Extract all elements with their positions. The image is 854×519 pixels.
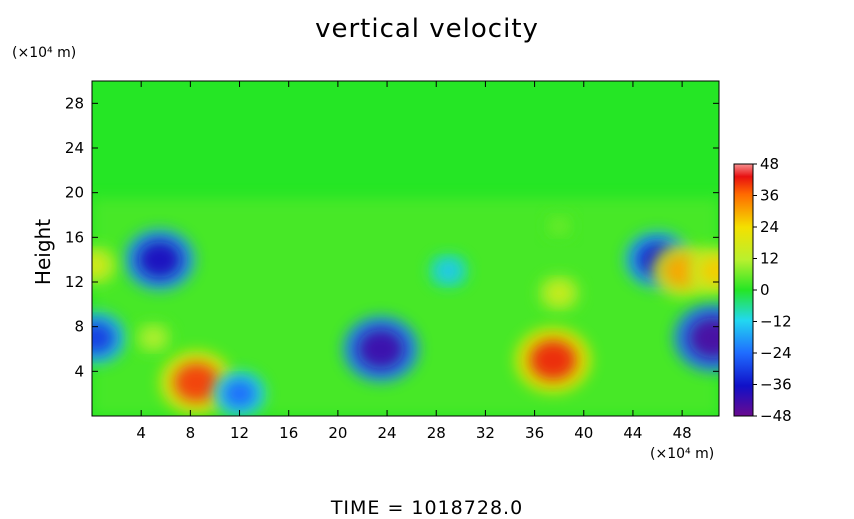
time-readout: TIME = 1018728.0 [330,497,524,519]
field-extremum-14 [436,260,461,282]
field-extremum-6 [223,379,256,408]
y-tick-label: 8 [74,318,84,336]
field-extremum-3 [688,317,719,359]
colorbar-tick-label: 48 [760,155,779,173]
plot-frame [91,80,720,417]
x-tick-label: 32 [476,424,495,442]
colorbar-tick-label: −12 [760,313,792,331]
field-extremum-7 [92,321,115,354]
colorbar [733,163,754,417]
field-extremum-2 [357,329,405,369]
field-extremum-13 [549,218,569,235]
chart-title: vertical velocity [315,14,539,44]
colorbar-tick-label: −36 [760,376,792,394]
colorbar-tick-label: −48 [760,407,792,425]
x-tick-label: 48 [673,424,692,442]
colorbar-tick-label: −24 [760,344,792,362]
field-extremum-12 [141,327,166,348]
colorbar-tick-label: 24 [760,218,779,236]
y-tick-label: 20 [65,184,84,202]
x-tick-label: 8 [186,424,196,442]
x-tick-label: 40 [574,424,593,442]
colorbar-tick-label: 12 [760,250,779,268]
x-tick-label: 12 [230,424,249,442]
field-extremum-0 [529,340,577,381]
x-axis-unit: (×10⁴ m) [650,446,715,462]
colorbar-tick-label: 0 [760,281,770,299]
x-tick-label: 16 [279,424,298,442]
field-extremum-10 [92,253,109,278]
y-tick-label: 24 [65,139,84,157]
field-extremum-1 [174,363,219,402]
colorbar-tick-label: 36 [760,187,779,205]
field-extremum-4 [137,241,182,279]
field-extremum-9 [699,256,719,286]
field-extremum-11 [546,281,573,305]
y-tick-label: 28 [65,94,84,112]
x-tick-label: 4 [136,424,146,442]
x-tick-label: 44 [623,424,642,442]
y-tick-label: 16 [65,228,84,246]
x-tick-label: 20 [328,424,347,442]
x-tick-label: 24 [378,424,397,442]
y-tick-label: 12 [65,273,84,291]
x-tick-label: 36 [525,424,544,442]
y-tick-label: 4 [74,362,84,380]
y-axis-unit: (×10⁴ m) [12,45,77,61]
x-tick-label: 28 [427,424,446,442]
